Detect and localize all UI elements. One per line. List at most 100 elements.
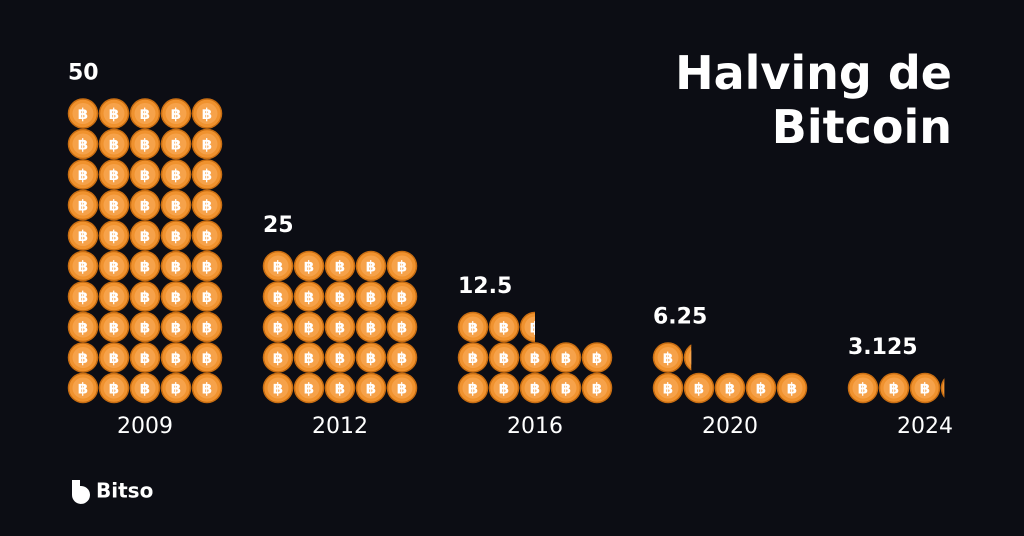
coin: ฿ (160, 311, 192, 343)
coin-inner (524, 316, 535, 338)
coin-symbol: ฿ (920, 380, 930, 398)
coin-inner (329, 316, 351, 338)
coin-symbol: ฿ (140, 319, 150, 337)
coin: ฿ (488, 372, 520, 404)
coin-symbol: ฿ (109, 227, 119, 245)
coin: ฿ (191, 311, 223, 343)
coin-inner (267, 316, 289, 338)
coin-body (940, 378, 945, 398)
coin-inner (267, 377, 289, 399)
coin-symbol: ฿ (694, 380, 704, 398)
coin-symbol: ฿ (202, 380, 212, 398)
coin-symbol: ฿ (78, 258, 88, 276)
coin-symbol: ฿ (335, 319, 345, 337)
coin-inner (165, 194, 187, 216)
coin-inner (134, 286, 156, 307)
coin: ฿ (160, 159, 192, 190)
coin-inner (298, 286, 320, 307)
coin-symbol: ฿ (171, 288, 181, 306)
coin-inner (134, 164, 156, 185)
coin-symbol: ฿ (109, 349, 119, 367)
value-label: 50 (68, 61, 99, 86)
coin: ฿ (386, 342, 418, 373)
coin-inner (493, 377, 515, 399)
coin-inner (134, 133, 156, 155)
coin: ฿ (581, 342, 613, 373)
coin: ฿ (776, 372, 808, 404)
coin: ฿ (67, 372, 99, 404)
coin-symbol: ฿ (171, 319, 181, 337)
coin-symbol: ฿ (202, 319, 212, 337)
coin: ฿ (550, 372, 582, 404)
coin-symbol: ฿ (663, 349, 673, 367)
coin: ฿ (98, 128, 130, 160)
coin: ฿ (191, 189, 223, 221)
coin: ฿ (488, 311, 520, 343)
coin-inner (103, 286, 125, 307)
coin-inner (196, 347, 218, 368)
x-tick-label: 2024 (897, 414, 953, 439)
coin: ฿ (386, 250, 418, 282)
coin: ฿ (386, 281, 418, 312)
coin: ฿ (293, 372, 325, 404)
coin: ฿ (683, 372, 715, 404)
coin-symbol: ฿ (109, 197, 119, 215)
coin: ฿ (262, 281, 294, 312)
coin-inner (360, 255, 382, 277)
coin-inner (493, 347, 515, 368)
coin: ฿ (652, 372, 684, 404)
coin-inner (72, 103, 94, 124)
coin-inner (391, 347, 413, 368)
coin-inner (267, 255, 289, 277)
coin-inner (329, 255, 351, 277)
coin-inner (781, 377, 803, 399)
coin-inner (852, 377, 874, 399)
coin-inner (134, 347, 156, 368)
coin: ฿ (191, 281, 223, 312)
coin: ฿ (129, 342, 161, 373)
coin-symbol: ฿ (109, 166, 119, 184)
coin-stack: ฿฿฿฿฿฿฿฿฿฿฿฿฿฿฿฿฿฿฿฿฿฿฿฿฿฿฿฿฿฿฿฿฿฿฿฿฿฿฿฿… (67, 98, 223, 404)
coin-symbol: ฿ (335, 349, 345, 367)
coin-symbol: ฿ (171, 227, 181, 245)
coin-inner (196, 225, 218, 246)
coin-inner (524, 347, 546, 368)
coin-inner (524, 377, 546, 399)
coin-stack: ฿฿฿฿฿฿฿฿฿฿฿฿฿ (457, 311, 613, 404)
coin: ฿ (67, 342, 99, 373)
coin-symbol: ฿ (109, 258, 119, 276)
coin-inner (134, 316, 156, 338)
coin: ฿ (98, 159, 130, 190)
coin-inner (165, 347, 187, 368)
coin-symbol: ฿ (202, 258, 212, 276)
coin: ฿ (129, 372, 161, 404)
coin-symbol: ฿ (858, 380, 868, 398)
coin-symbol: ฿ (366, 319, 376, 337)
coin-symbol: ฿ (592, 349, 602, 367)
coin-inner (103, 377, 125, 399)
coin-symbol: ฿ (335, 288, 345, 306)
coin: ฿ (129, 220, 161, 251)
coin: ฿ (293, 342, 325, 373)
coin-symbol: ฿ (397, 380, 407, 398)
coin-symbol: ฿ (304, 258, 314, 276)
coin: ฿ (98, 189, 130, 221)
coin: ฿ (129, 159, 161, 190)
coin-inner (688, 377, 710, 399)
coin-symbol: ฿ (725, 380, 735, 398)
coin-symbol: ฿ (109, 380, 119, 398)
coin: ฿ (909, 372, 941, 404)
coin-inner (72, 347, 94, 368)
coin-symbol: ฿ (694, 349, 704, 367)
coin-symbol: ฿ (273, 288, 283, 306)
x-tick-label: 2016 (507, 414, 563, 439)
coin: ฿ (355, 311, 387, 343)
coin-inner (586, 347, 608, 368)
coin: ฿ (67, 98, 99, 129)
coin-symbol: ฿ (304, 349, 314, 367)
coin: ฿ (67, 128, 99, 160)
coin-symbol: ฿ (202, 166, 212, 184)
coin-symbol: ฿ (663, 380, 673, 398)
